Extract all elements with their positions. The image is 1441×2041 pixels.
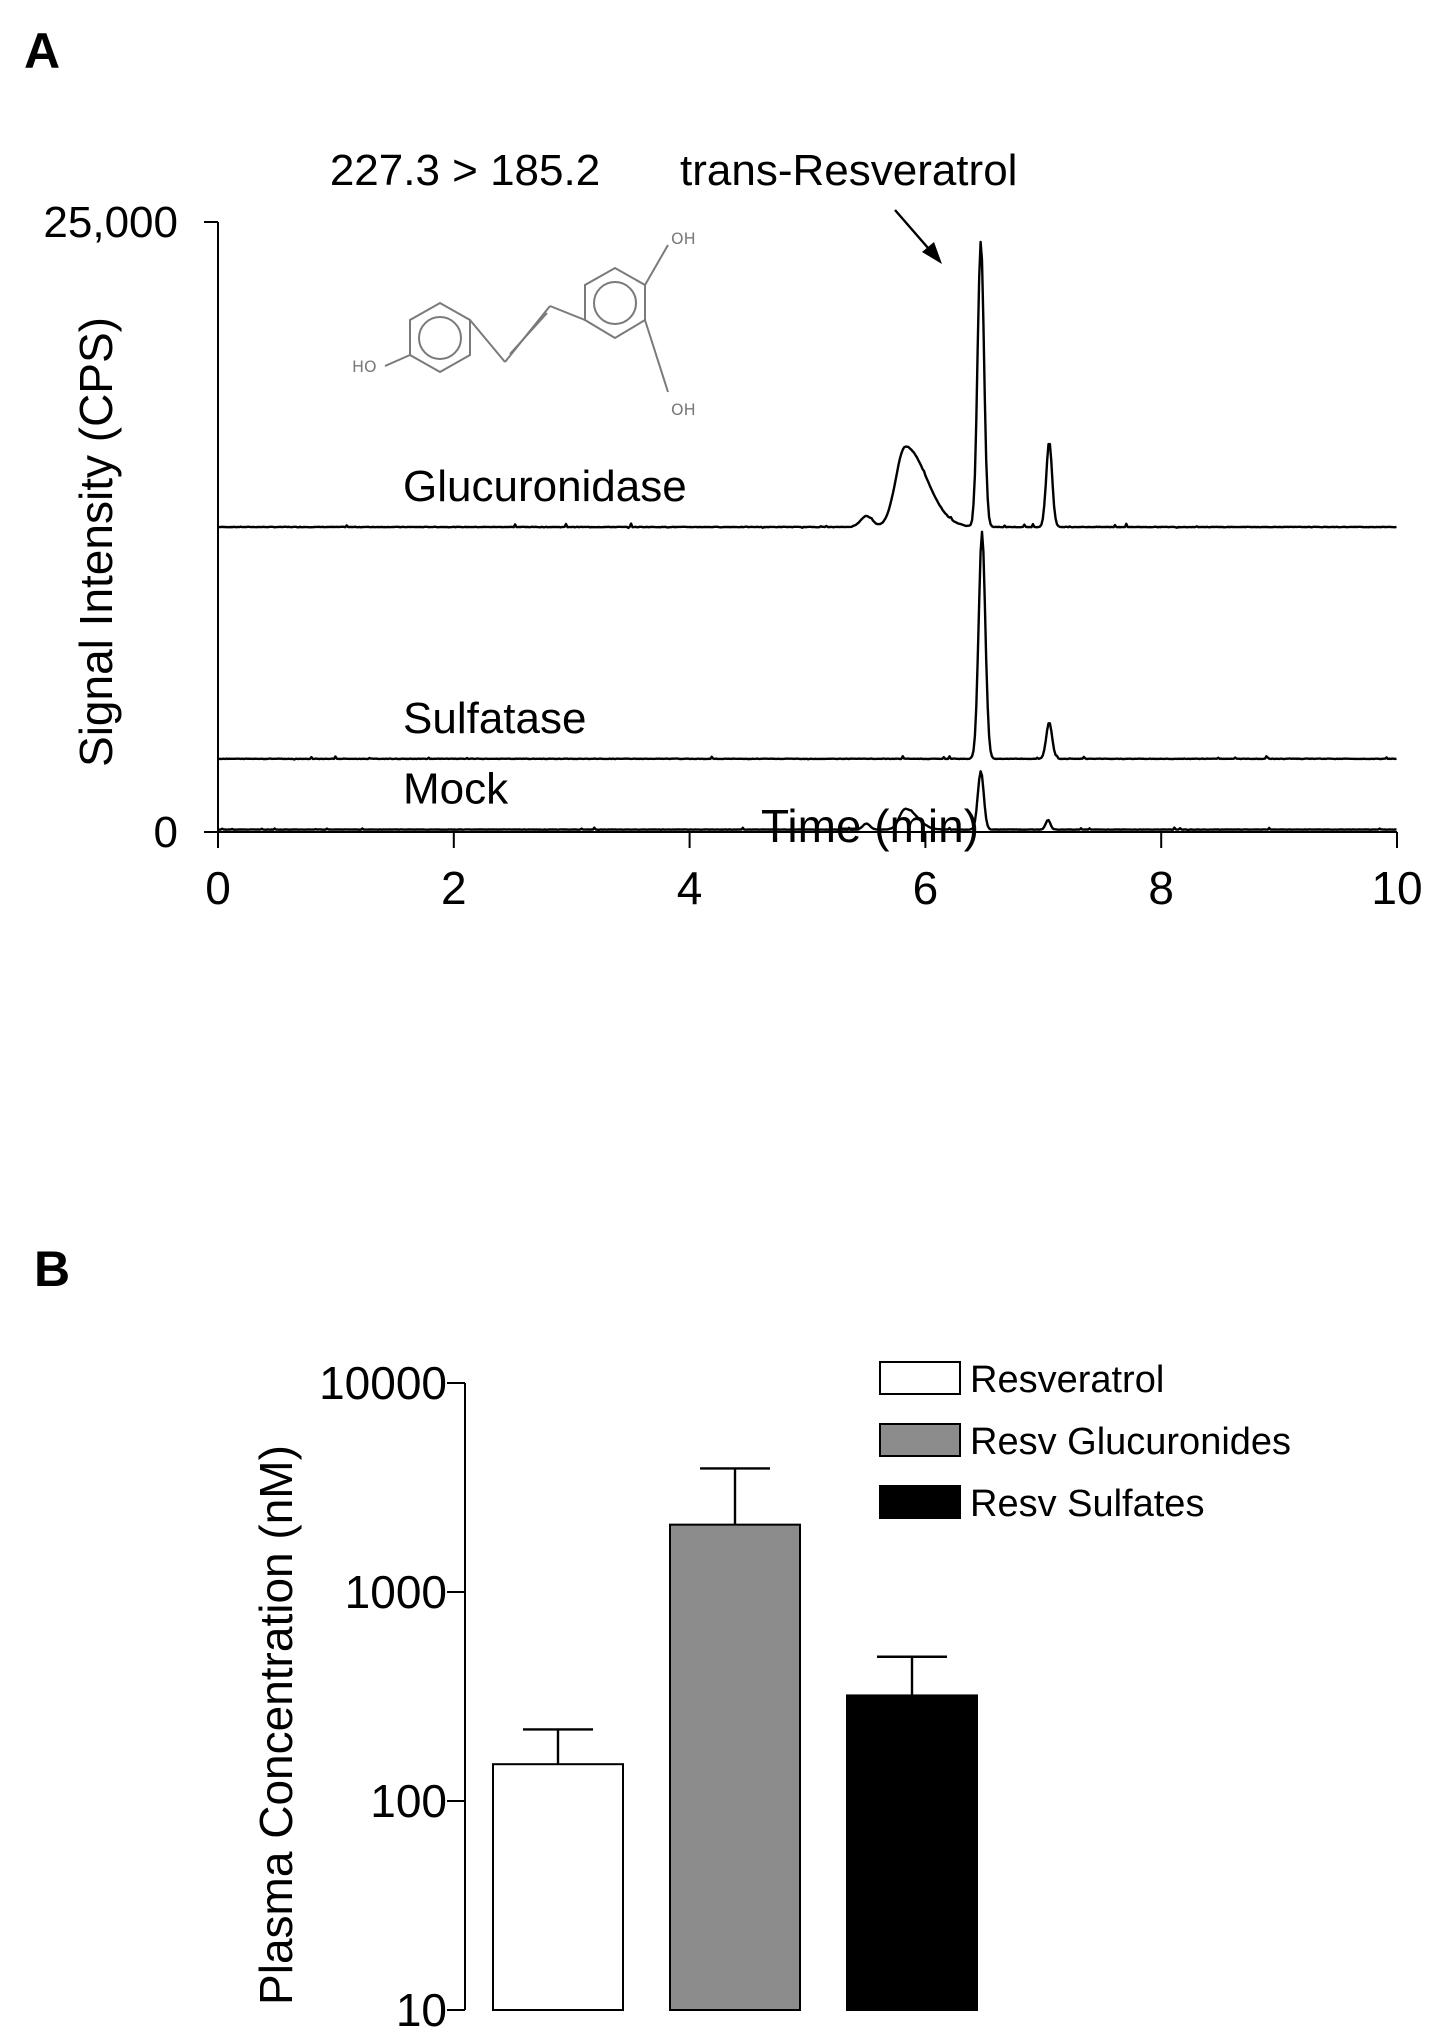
bar-ticks: 10 100 1000 10000	[319, 1357, 465, 2036]
y-tick-label: 0	[154, 808, 178, 857]
legend-label: Resv Sulfates	[970, 1483, 1204, 1525]
resveratrol-structure: HO OH OH	[352, 229, 696, 419]
x-axis-title: Time (min)	[761, 800, 979, 852]
x-tick-label: 4	[677, 862, 703, 914]
structure-ho-label: HO	[352, 357, 377, 376]
legend-swatch	[879, 1361, 961, 1395]
bar	[846, 1694, 978, 2012]
legend-swatch	[879, 1485, 961, 1519]
bar-y-tick-label: 100	[370, 1775, 447, 1827]
x-tick-label: 6	[913, 862, 939, 914]
series-label: Sulfatase	[403, 694, 586, 743]
trace-mock	[218, 770, 1397, 832]
structure-oh-bottom-label: OH	[671, 400, 696, 419]
arrow-icon	[894, 209, 942, 264]
transition-label: 227.3 > 185.2	[330, 146, 600, 195]
x-tick-label: 10	[1371, 862, 1422, 914]
bars	[492, 1467, 978, 2012]
series-label: Glucuronidase	[403, 462, 687, 511]
panel-b-label: B	[34, 1241, 70, 1297]
panel-a-label: A	[24, 23, 60, 79]
x-tick-label: 2	[441, 862, 467, 914]
x-tick-label: 8	[1148, 862, 1174, 914]
arrow-label: trans-Resveratrol	[680, 146, 1017, 195]
chromatogram-ticks: 0 2 4 6 8 10 0 25,000	[43, 198, 1422, 914]
legend-label: Resveratrol	[970, 1359, 1164, 1401]
bar	[492, 1763, 624, 2011]
legend-label: Resv Glucuronides	[970, 1421, 1291, 1463]
bar-y-axis-title: Plasma Concentration (nM)	[250, 1445, 302, 2005]
structure-oh-top-label: OH	[671, 229, 696, 248]
chromatogram-traces: Glucuronidase Sulfatase Mock	[217, 240, 1397, 832]
x-tick-label: 0	[205, 862, 231, 914]
bar-y-tick-label: 1000	[345, 1566, 447, 1618]
bar-legend: Resveratrol Resv Glucuronides Resv Sulfate…	[879, 1359, 1291, 1525]
trace-sulfatase	[217, 530, 1397, 761]
y-axis-title: Signal Intensity (CPS)	[70, 317, 122, 767]
legend-swatch	[879, 1423, 961, 1457]
series-label: Mock	[403, 765, 509, 814]
trace-glucuronidase	[217, 240, 1397, 530]
bar-y-tick-label: 10000	[319, 1357, 447, 1409]
plasma-bar-chart: 10 100 1000 10000 Plasma Concentration (nM)…	[250, 1357, 1291, 2036]
bar	[669, 1523, 801, 2011]
chromatogram-chart: 0 2 4 6 8 10 0 25,000 Glucuronidase Sulfatase Moc…	[43, 146, 1422, 914]
bar-y-tick-label: 10	[396, 1984, 447, 2036]
y-tick-label: 25,000	[43, 198, 178, 247]
